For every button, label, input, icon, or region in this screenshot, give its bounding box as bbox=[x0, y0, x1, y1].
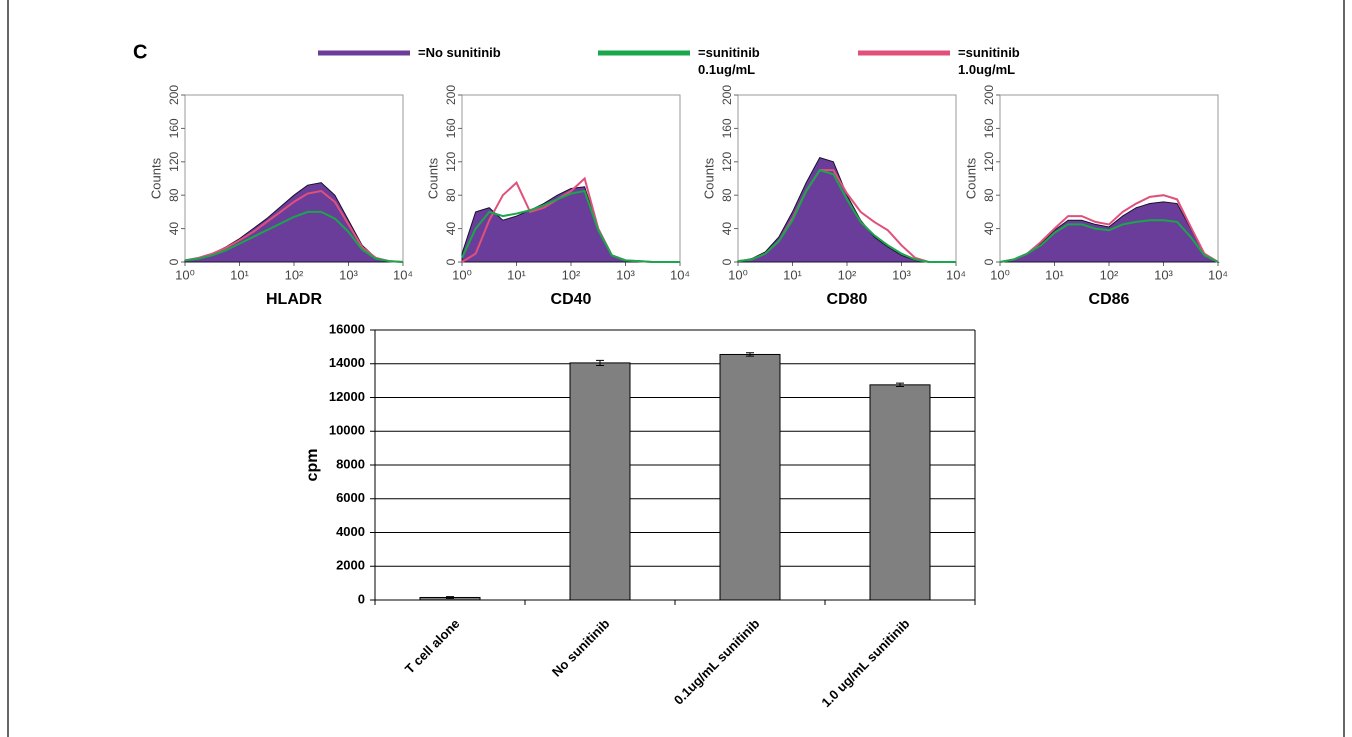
y-tick-label: 120 bbox=[720, 151, 734, 171]
x-tick-label: 10³ bbox=[1154, 267, 1173, 282]
y-tick-label: 160 bbox=[444, 118, 458, 138]
histogram-line bbox=[999, 194, 1219, 263]
y-tick-label: 120 bbox=[444, 151, 458, 171]
y-tick-label: 0 bbox=[444, 258, 458, 265]
histogram-line bbox=[184, 210, 404, 263]
x-tick-label: T cell alone bbox=[402, 616, 463, 677]
panel-label: C bbox=[133, 41, 147, 63]
x-tick-label: 10⁴ bbox=[1208, 267, 1228, 282]
y-tick-label: 40 bbox=[444, 222, 458, 236]
y-tick-label: 4000 bbox=[336, 524, 365, 539]
x-axis-label: CD80 bbox=[827, 291, 868, 308]
y-axis-label: Counts bbox=[963, 157, 978, 199]
y-tick-label: 40 bbox=[720, 222, 734, 236]
y-tick-label: 0 bbox=[720, 258, 734, 265]
x-tick-label: 10⁴ bbox=[393, 267, 413, 282]
x-tick-label: 10¹ bbox=[1045, 267, 1064, 282]
y-tick-label: 2000 bbox=[336, 558, 365, 573]
y-tick-label: 160 bbox=[167, 118, 181, 138]
x-tick-label: 10¹ bbox=[507, 267, 526, 282]
y-tick-label: 40 bbox=[982, 222, 996, 236]
legend-label: =No sunitinib bbox=[418, 45, 501, 60]
y-tick-label: 14000 bbox=[329, 355, 365, 370]
y-axis-label: Counts bbox=[701, 157, 716, 199]
y-tick-label: 200 bbox=[444, 85, 458, 105]
error-bar bbox=[896, 382, 904, 388]
histogram-line bbox=[999, 219, 1219, 263]
x-tick-label: 0.1ug/mL sunitinib bbox=[671, 616, 763, 708]
y-tick-label: 12000 bbox=[329, 389, 365, 404]
histogram-line bbox=[184, 189, 404, 263]
x-tick-label: 10⁴ bbox=[946, 267, 966, 282]
x-tick-label: 10³ bbox=[616, 267, 635, 282]
histogram-line bbox=[737, 168, 956, 263]
x-tick-label: 10² bbox=[562, 267, 581, 282]
y-tick-label: 200 bbox=[167, 85, 181, 105]
y-tick-label: 120 bbox=[982, 151, 996, 171]
y-tick-label: 80 bbox=[444, 188, 458, 202]
x-tick-label: 10² bbox=[1100, 267, 1119, 282]
x-tick-label: 10² bbox=[838, 267, 857, 282]
y-tick-label: 120 bbox=[167, 151, 181, 171]
x-tick-label: 10⁰ bbox=[990, 267, 1010, 282]
x-tick-label: 10⁰ bbox=[452, 267, 472, 282]
x-tick-label: 10¹ bbox=[230, 267, 249, 282]
x-axis-label: HLADR bbox=[266, 291, 322, 308]
y-tick-label: 10000 bbox=[329, 423, 365, 438]
legend-label: =sunitinib 1.0ug/mL bbox=[958, 45, 1020, 77]
x-tick-label: 10⁰ bbox=[728, 267, 748, 282]
x-axis-label: CD40 bbox=[551, 291, 592, 308]
x-tick-label: 10² bbox=[285, 267, 304, 282]
y-axis-label: cpm bbox=[304, 449, 321, 482]
x-axis-label: CD86 bbox=[1089, 291, 1130, 308]
x-tick-label: 1.0 ug/mL sunitinib bbox=[818, 616, 912, 710]
y-tick-label: 8000 bbox=[336, 456, 365, 471]
histogram-area bbox=[737, 157, 956, 263]
legend-label: =sunitinib 0.1ug/mL bbox=[698, 45, 760, 77]
y-tick-label: 0 bbox=[358, 591, 365, 606]
histogram-line bbox=[461, 189, 680, 263]
y-tick-label: 6000 bbox=[336, 490, 365, 505]
y-tick-label: 160 bbox=[720, 118, 734, 138]
y-tick-label: 200 bbox=[982, 85, 996, 105]
y-tick-label: 80 bbox=[167, 188, 181, 202]
y-tick-label: 160 bbox=[982, 118, 996, 138]
x-tick-label: 10³ bbox=[339, 267, 358, 282]
y-tick-label: 0 bbox=[167, 258, 181, 265]
y-tick-label: 200 bbox=[720, 85, 734, 105]
histogram-area bbox=[461, 186, 680, 263]
y-tick-label: 80 bbox=[720, 188, 734, 202]
x-tick-label: 10⁰ bbox=[175, 267, 195, 282]
histogram-area bbox=[184, 182, 404, 263]
x-tick-label: No sunitinib bbox=[549, 616, 613, 680]
x-tick-label: 10⁴ bbox=[670, 267, 690, 282]
y-tick-label: 40 bbox=[167, 222, 181, 236]
error-bar bbox=[746, 352, 754, 357]
y-tick-label: 16000 bbox=[329, 321, 365, 336]
y-axis-label: Counts bbox=[425, 157, 440, 199]
bar bbox=[719, 353, 781, 601]
error-bar bbox=[596, 359, 604, 366]
y-tick-label: 80 bbox=[982, 188, 996, 202]
y-tick-label: 0 bbox=[982, 258, 996, 265]
bar bbox=[569, 362, 631, 601]
x-tick-label: 10³ bbox=[892, 267, 911, 282]
y-axis-label: Counts bbox=[148, 157, 163, 199]
bar bbox=[869, 384, 931, 601]
error-bar bbox=[446, 596, 454, 599]
x-tick-label: 10¹ bbox=[783, 267, 802, 282]
